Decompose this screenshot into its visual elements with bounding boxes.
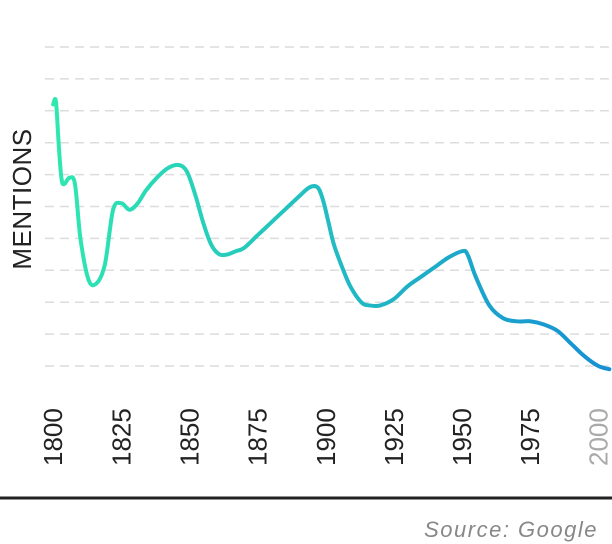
x-tick-label: 2000 xyxy=(583,408,612,466)
x-tick-label: 1875 xyxy=(243,408,273,466)
x-tick-label: 1850 xyxy=(175,408,205,466)
x-tick-label: 1900 xyxy=(311,408,341,466)
x-tick-label: 1925 xyxy=(379,408,409,466)
x-axis-ticks: 1800 1825 1850 1875 1900 1925 1950 1975 2000 xyxy=(38,408,612,466)
gridlines xyxy=(45,46,612,367)
source-note: Source: Google xyxy=(424,517,598,542)
y-axis-label: MENTIONS xyxy=(7,128,37,269)
x-tick-label: 1975 xyxy=(515,408,545,466)
series-line xyxy=(51,96,612,372)
x-tick-label: 1800 xyxy=(38,408,68,466)
x-tick-label: 1950 xyxy=(447,408,477,466)
x-tick-label: 1825 xyxy=(106,408,136,466)
